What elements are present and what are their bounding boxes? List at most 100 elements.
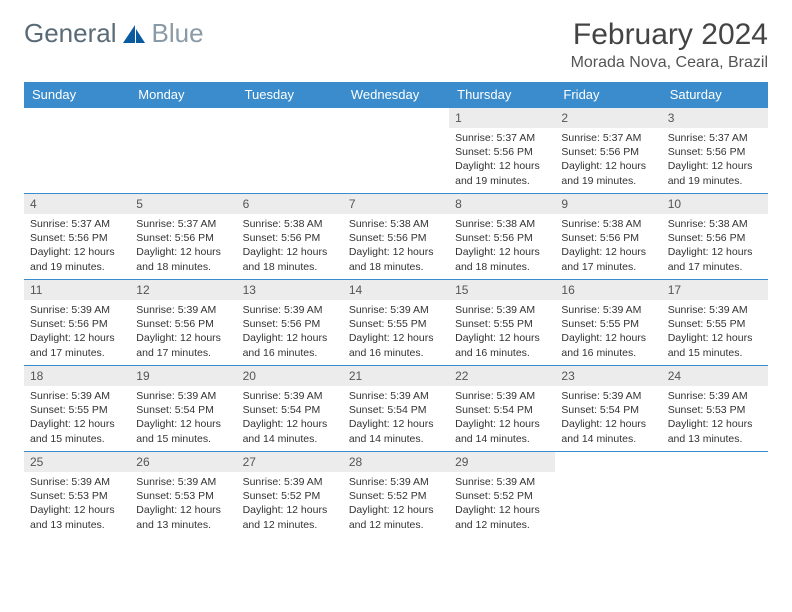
calendar-day-cell: 11Sunrise: 5:39 AMSunset: 5:56 PMDayligh… — [24, 280, 130, 366]
calendar-day-cell: 10Sunrise: 5:38 AMSunset: 5:56 PMDayligh… — [662, 194, 768, 280]
day-number: 28 — [343, 452, 449, 472]
calendar-week-row: ........1Sunrise: 5:37 AMSunset: 5:56 PM… — [24, 108, 768, 194]
day-number: 15 — [449, 280, 555, 300]
day-number: 27 — [237, 452, 343, 472]
weekday-header: Saturday — [662, 82, 768, 108]
calendar-day-cell: 29Sunrise: 5:39 AMSunset: 5:52 PMDayligh… — [449, 452, 555, 538]
day-details: Sunrise: 5:38 AMSunset: 5:56 PMDaylight:… — [449, 214, 555, 278]
calendar-day-cell: .. — [130, 108, 236, 194]
day-details: Sunrise: 5:39 AMSunset: 5:52 PMDaylight:… — [237, 472, 343, 536]
calendar-day-cell: 21Sunrise: 5:39 AMSunset: 5:54 PMDayligh… — [343, 366, 449, 452]
calendar-day-cell: 7Sunrise: 5:38 AMSunset: 5:56 PMDaylight… — [343, 194, 449, 280]
weekday-header: Thursday — [449, 82, 555, 108]
day-number: 29 — [449, 452, 555, 472]
day-number: 11 — [24, 280, 130, 300]
day-details: Sunrise: 5:37 AMSunset: 5:56 PMDaylight:… — [449, 128, 555, 192]
calendar-page: { "brand": { "part1": "General", "part2"… — [0, 0, 792, 550]
day-number: 16 — [555, 280, 661, 300]
calendar-day-cell: .. — [555, 452, 661, 538]
location-subtitle: Morada Nova, Ceara, Brazil — [571, 54, 768, 72]
weekday-header: Wednesday — [343, 82, 449, 108]
weekday-header: Friday — [555, 82, 661, 108]
day-details: Sunrise: 5:39 AMSunset: 5:52 PMDaylight:… — [343, 472, 449, 536]
day-number: 12 — [130, 280, 236, 300]
day-number: 5 — [130, 194, 236, 214]
day-number: 24 — [662, 366, 768, 386]
day-number: 3 — [662, 108, 768, 128]
calendar-day-cell: 16Sunrise: 5:39 AMSunset: 5:55 PMDayligh… — [555, 280, 661, 366]
day-details: Sunrise: 5:37 AMSunset: 5:56 PMDaylight:… — [662, 128, 768, 192]
calendar-day-cell: 23Sunrise: 5:39 AMSunset: 5:54 PMDayligh… — [555, 366, 661, 452]
day-number: 20 — [237, 366, 343, 386]
day-details: Sunrise: 5:37 AMSunset: 5:56 PMDaylight:… — [130, 214, 236, 278]
brand-part2: Blue — [152, 18, 204, 49]
calendar-day-cell: 15Sunrise: 5:39 AMSunset: 5:55 PMDayligh… — [449, 280, 555, 366]
day-details: Sunrise: 5:39 AMSunset: 5:55 PMDaylight:… — [555, 300, 661, 364]
calendar-week-row: 25Sunrise: 5:39 AMSunset: 5:53 PMDayligh… — [24, 452, 768, 538]
day-number: 13 — [237, 280, 343, 300]
calendar-body: ........1Sunrise: 5:37 AMSunset: 5:56 PM… — [24, 108, 768, 538]
day-number: 21 — [343, 366, 449, 386]
day-details: Sunrise: 5:39 AMSunset: 5:54 PMDaylight:… — [343, 386, 449, 450]
day-details: Sunrise: 5:39 AMSunset: 5:52 PMDaylight:… — [449, 472, 555, 536]
day-number: 1 — [449, 108, 555, 128]
day-details: Sunrise: 5:39 AMSunset: 5:55 PMDaylight:… — [662, 300, 768, 364]
calendar-day-cell: 6Sunrise: 5:38 AMSunset: 5:56 PMDaylight… — [237, 194, 343, 280]
calendar-day-cell: 25Sunrise: 5:39 AMSunset: 5:53 PMDayligh… — [24, 452, 130, 538]
calendar-week-row: 18Sunrise: 5:39 AMSunset: 5:55 PMDayligh… — [24, 366, 768, 452]
day-details: Sunrise: 5:39 AMSunset: 5:56 PMDaylight:… — [24, 300, 130, 364]
brand-logo: General Blue — [24, 18, 204, 49]
day-number: 7 — [343, 194, 449, 214]
day-details: Sunrise: 5:38 AMSunset: 5:56 PMDaylight:… — [237, 214, 343, 278]
day-number: 22 — [449, 366, 555, 386]
weekday-header: Tuesday — [237, 82, 343, 108]
calendar-day-cell: 4Sunrise: 5:37 AMSunset: 5:56 PMDaylight… — [24, 194, 130, 280]
calendar-day-cell: 5Sunrise: 5:37 AMSunset: 5:56 PMDaylight… — [130, 194, 236, 280]
day-number: 4 — [24, 194, 130, 214]
day-number: 8 — [449, 194, 555, 214]
day-details: Sunrise: 5:37 AMSunset: 5:56 PMDaylight:… — [24, 214, 130, 278]
day-details: Sunrise: 5:39 AMSunset: 5:53 PMDaylight:… — [24, 472, 130, 536]
calendar-day-cell: 20Sunrise: 5:39 AMSunset: 5:54 PMDayligh… — [237, 366, 343, 452]
calendar-header-row: SundayMondayTuesdayWednesdayThursdayFrid… — [24, 82, 768, 108]
calendar-day-cell: 27Sunrise: 5:39 AMSunset: 5:52 PMDayligh… — [237, 452, 343, 538]
day-number: 17 — [662, 280, 768, 300]
calendar-day-cell: 22Sunrise: 5:39 AMSunset: 5:54 PMDayligh… — [449, 366, 555, 452]
day-details: Sunrise: 5:39 AMSunset: 5:56 PMDaylight:… — [130, 300, 236, 364]
calendar-day-cell: 3Sunrise: 5:37 AMSunset: 5:56 PMDaylight… — [662, 108, 768, 194]
day-details: Sunrise: 5:37 AMSunset: 5:56 PMDaylight:… — [555, 128, 661, 192]
day-number: 14 — [343, 280, 449, 300]
day-details: Sunrise: 5:39 AMSunset: 5:54 PMDaylight:… — [555, 386, 661, 450]
calendar-day-cell: 18Sunrise: 5:39 AMSunset: 5:55 PMDayligh… — [24, 366, 130, 452]
day-number: 26 — [130, 452, 236, 472]
calendar-day-cell: 8Sunrise: 5:38 AMSunset: 5:56 PMDaylight… — [449, 194, 555, 280]
calendar-day-cell: 28Sunrise: 5:39 AMSunset: 5:52 PMDayligh… — [343, 452, 449, 538]
calendar-day-cell: .. — [343, 108, 449, 194]
day-details: Sunrise: 5:38 AMSunset: 5:56 PMDaylight:… — [555, 214, 661, 278]
day-details: Sunrise: 5:39 AMSunset: 5:53 PMDaylight:… — [130, 472, 236, 536]
brand-sail-icon — [121, 23, 147, 45]
day-number: 25 — [24, 452, 130, 472]
month-title: February 2024 — [571, 18, 768, 52]
calendar-day-cell: .. — [24, 108, 130, 194]
day-number: 23 — [555, 366, 661, 386]
calendar-day-cell: 19Sunrise: 5:39 AMSunset: 5:54 PMDayligh… — [130, 366, 236, 452]
calendar-day-cell: 13Sunrise: 5:39 AMSunset: 5:56 PMDayligh… — [237, 280, 343, 366]
day-details: Sunrise: 5:39 AMSunset: 5:55 PMDaylight:… — [449, 300, 555, 364]
calendar-week-row: 11Sunrise: 5:39 AMSunset: 5:56 PMDayligh… — [24, 280, 768, 366]
weekday-header: Sunday — [24, 82, 130, 108]
header: General Blue February 2024 Morada Nova, … — [24, 18, 768, 72]
calendar-day-cell: 12Sunrise: 5:39 AMSunset: 5:56 PMDayligh… — [130, 280, 236, 366]
day-number: 10 — [662, 194, 768, 214]
calendar-day-cell: .. — [662, 452, 768, 538]
title-block: February 2024 Morada Nova, Ceara, Brazil — [571, 18, 768, 72]
day-details: Sunrise: 5:39 AMSunset: 5:53 PMDaylight:… — [662, 386, 768, 450]
weekday-header: Monday — [130, 82, 236, 108]
calendar-day-cell: 1Sunrise: 5:37 AMSunset: 5:56 PMDaylight… — [449, 108, 555, 194]
day-details: Sunrise: 5:39 AMSunset: 5:54 PMDaylight:… — [237, 386, 343, 450]
day-number: 6 — [237, 194, 343, 214]
calendar-day-cell: 26Sunrise: 5:39 AMSunset: 5:53 PMDayligh… — [130, 452, 236, 538]
day-number: 18 — [24, 366, 130, 386]
calendar-day-cell: 14Sunrise: 5:39 AMSunset: 5:55 PMDayligh… — [343, 280, 449, 366]
brand-part1: General — [24, 18, 117, 49]
